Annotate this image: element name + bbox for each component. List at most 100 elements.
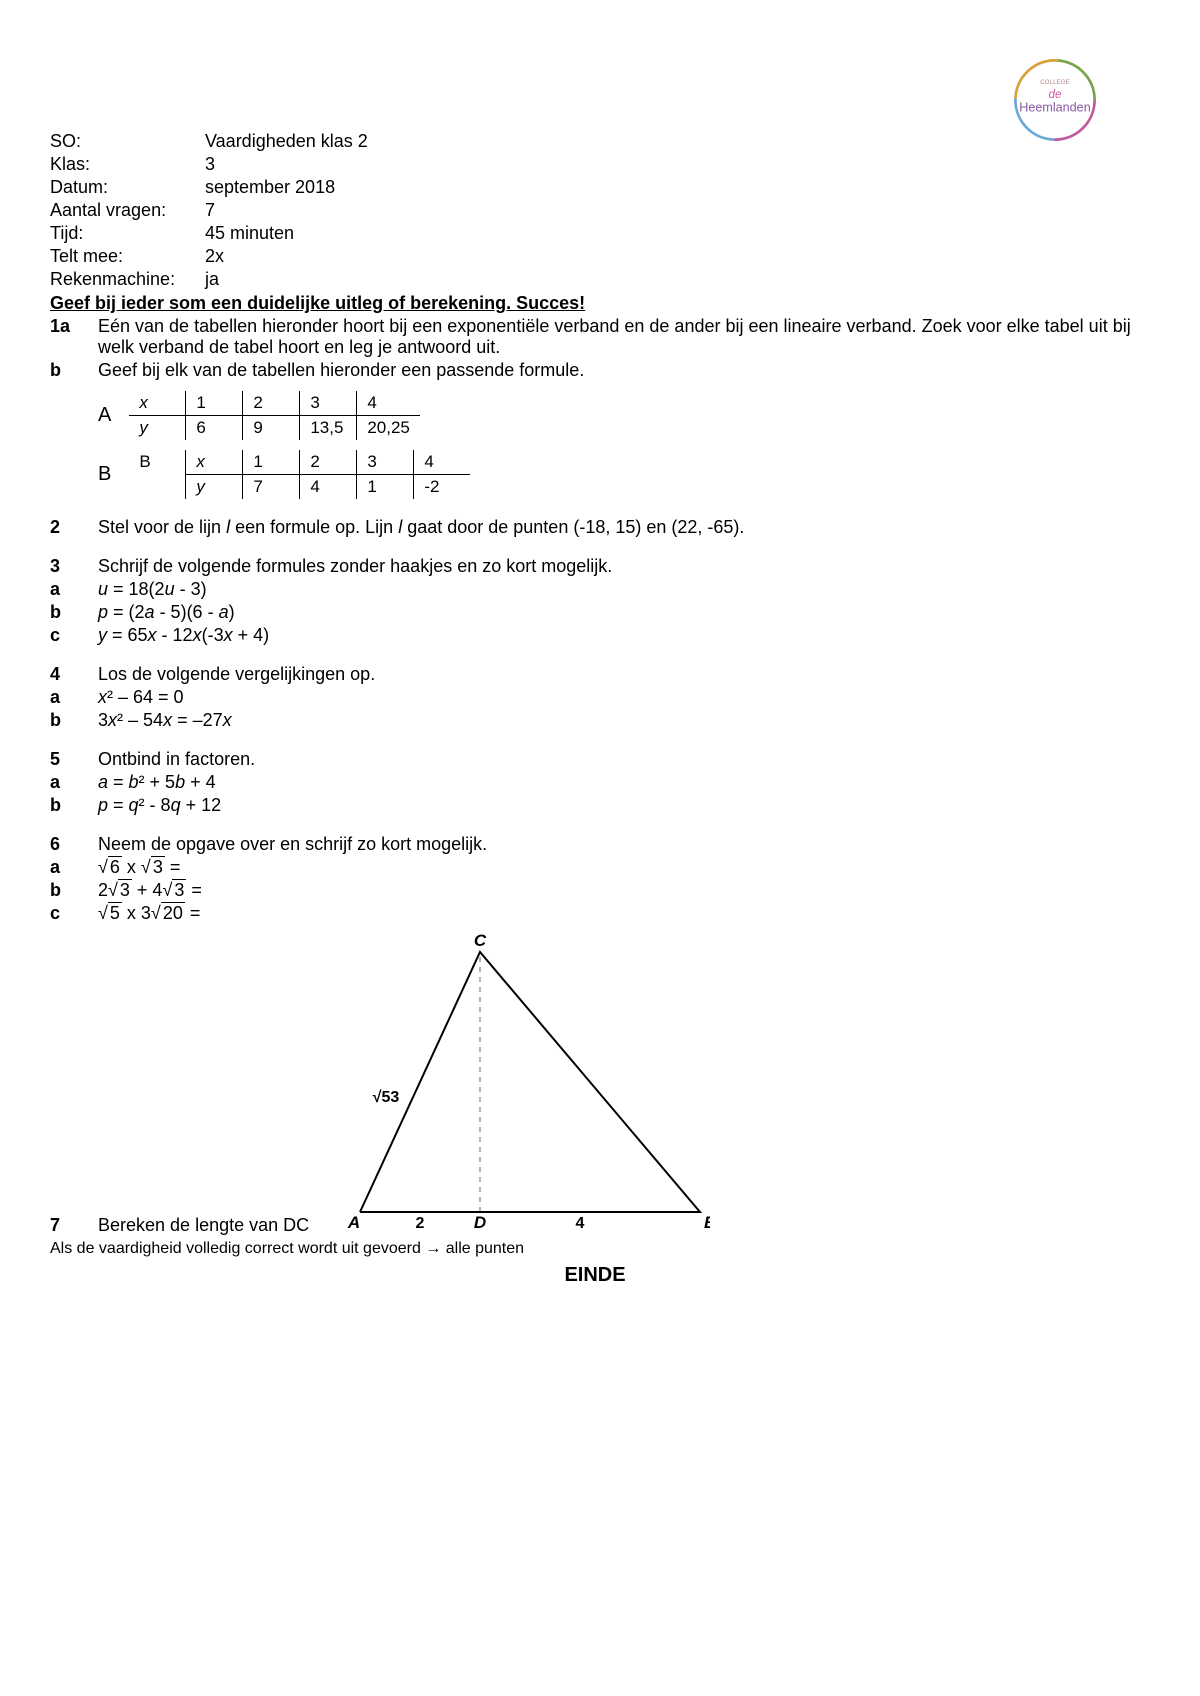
meta-label: Klas: bbox=[50, 153, 205, 176]
meta-label: Tijd: bbox=[50, 222, 205, 245]
t: x bbox=[122, 857, 141, 877]
t: ² – 64 = 0 bbox=[107, 687, 184, 707]
question-6: 6 Neem de opgave over en schrijf zo kort… bbox=[50, 834, 1140, 855]
formula: 2√3 + 4√3 = bbox=[98, 880, 1140, 901]
table-a-label: A bbox=[98, 404, 121, 427]
side-ac-label: √53 bbox=[373, 1089, 400, 1106]
logo-main-text: Heemlanden bbox=[1019, 101, 1090, 115]
t: - 12 bbox=[157, 625, 193, 645]
cell: 3 bbox=[300, 391, 357, 416]
t: + 12 bbox=[181, 795, 222, 815]
cell: 1 bbox=[186, 391, 243, 416]
q-number: 1a bbox=[50, 316, 98, 337]
cell: x bbox=[129, 391, 186, 416]
meta-table: SO:Vaardigheden klas 2 Klas:3 Datum:sept… bbox=[50, 130, 368, 291]
question-6a: a √6 x √3 = bbox=[50, 857, 1140, 878]
radicand: 6 bbox=[108, 856, 122, 877]
question-1a: 1a Eén van de tabellen hieronder hoort b… bbox=[50, 316, 1140, 358]
formula: √6 x √3 = bbox=[98, 857, 1140, 878]
cell: 4 bbox=[414, 450, 471, 475]
t: - 3) bbox=[175, 579, 207, 599]
q-sub: b bbox=[50, 795, 98, 816]
meta-value: 3 bbox=[205, 153, 368, 176]
radicand: 3 bbox=[151, 856, 165, 877]
cell: 2 bbox=[243, 391, 300, 416]
var: y bbox=[98, 625, 107, 645]
q-sub: a bbox=[50, 579, 98, 600]
cell: x bbox=[186, 450, 243, 475]
t: gaat door de punten (-18, 15) en (22, -6… bbox=[402, 517, 744, 537]
q-sub: a bbox=[50, 687, 98, 708]
question-4: 4 Los de volgende vergelijkingen op. bbox=[50, 664, 1140, 685]
cell: 1 bbox=[243, 450, 300, 475]
radicand: 3 bbox=[118, 879, 132, 900]
t: = 18(2 bbox=[108, 579, 165, 599]
t: + 4 bbox=[132, 880, 163, 900]
q-text: Schrijf de volgende formules zonder haak… bbox=[98, 556, 1140, 577]
tables-wrap: A x 1 2 3 4 y 6 9 13,5 20,25 B bbox=[98, 391, 1140, 499]
q-number: 6 bbox=[50, 834, 98, 855]
q-sub: b bbox=[50, 710, 98, 731]
question-2: 2 Stel voor de lijn l een formule op. Li… bbox=[50, 517, 1140, 538]
cell: 20,25 bbox=[357, 416, 420, 441]
meta-value: ja bbox=[205, 268, 368, 291]
var: p bbox=[98, 795, 108, 815]
formula: a = b² + 5b + 4 bbox=[98, 772, 1140, 793]
cell: 13,5 bbox=[300, 416, 357, 441]
var: x bbox=[148, 625, 157, 645]
question-5a: a a = b² + 5b + 4 bbox=[50, 772, 1140, 793]
table-a: x 1 2 3 4 y 6 9 13,5 20,25 bbox=[129, 391, 420, 440]
radicand: 5 bbox=[108, 902, 122, 923]
t: = bbox=[165, 857, 181, 877]
cell: 3 bbox=[357, 450, 414, 475]
t: 3 bbox=[98, 710, 108, 730]
question-5b: b p = q² - 8q + 12 bbox=[50, 795, 1140, 816]
var: x bbox=[223, 710, 232, 730]
meta-value: 2x bbox=[205, 245, 368, 268]
var: a bbox=[98, 772, 108, 792]
cell: 2 bbox=[300, 450, 357, 475]
t: + 5 bbox=[145, 772, 176, 792]
var: u bbox=[98, 579, 108, 599]
var: a bbox=[219, 602, 229, 622]
table-b-label: B bbox=[98, 463, 121, 486]
instruction-line: Geef bij ieder som een duidelijke uitleg… bbox=[50, 293, 1140, 314]
q-number: 5 bbox=[50, 749, 98, 770]
formula: u = 18(2u - 3) bbox=[98, 579, 1140, 600]
formula: √5 x 3√20 = bbox=[98, 903, 1140, 924]
t: (-3 bbox=[202, 625, 224, 645]
radicand: 20 bbox=[161, 902, 185, 923]
q-text: Ontbind in factoren. bbox=[98, 749, 1140, 770]
formula: p = (2a - 5)(6 - a) bbox=[98, 602, 1140, 623]
cell: 1 bbox=[357, 475, 414, 500]
q-sub: c bbox=[50, 903, 98, 924]
q-sub: b bbox=[50, 880, 98, 901]
var: a bbox=[145, 602, 155, 622]
cell: 7 bbox=[243, 475, 300, 500]
cell: B bbox=[129, 450, 186, 475]
cell: y bbox=[129, 416, 186, 441]
t: = (2 bbox=[108, 602, 145, 622]
triangle-figure: C A D B 2 4 √53 bbox=[330, 932, 1140, 1237]
t: – 54 bbox=[123, 710, 163, 730]
t: = bbox=[186, 880, 202, 900]
cell: 4 bbox=[357, 391, 420, 416]
question-6b: b 2√3 + 4√3 = bbox=[50, 880, 1140, 901]
meta-label: Aantal vragen: bbox=[50, 199, 205, 222]
logo-mid-text: de bbox=[1048, 88, 1062, 101]
question-1b: b Geef bij elk van de tabellen hieronder… bbox=[50, 360, 1140, 381]
t: = 65 bbox=[107, 625, 148, 645]
question-4b: b 3x² – 54x = –27x bbox=[50, 710, 1140, 731]
school-logo: COLLEGE de Heemlanden bbox=[1010, 55, 1100, 145]
var: x bbox=[98, 687, 107, 707]
var: p bbox=[98, 602, 108, 622]
q-text: Bereken de lengte van DC bbox=[98, 1215, 1140, 1236]
t: = bbox=[185, 903, 201, 923]
q-number: 3 bbox=[50, 556, 98, 577]
t: Stel voor de lijn bbox=[98, 517, 226, 537]
q-number: 7 bbox=[50, 1215, 98, 1236]
vertex-c: C bbox=[474, 932, 487, 950]
q-sub: b bbox=[50, 602, 98, 623]
meta-value: Vaardigheden klas 2 bbox=[205, 130, 368, 153]
t: - 8 bbox=[145, 795, 171, 815]
